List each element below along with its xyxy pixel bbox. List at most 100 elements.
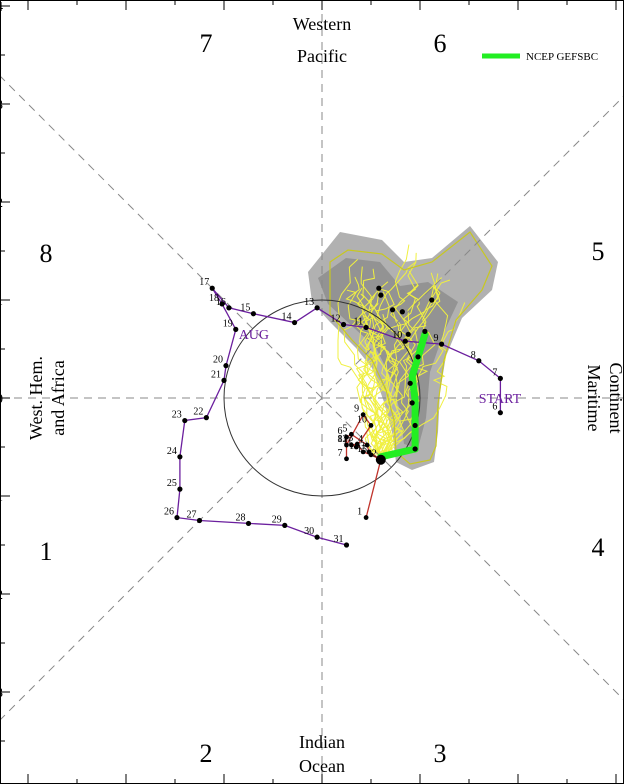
series-purple-point bbox=[291, 319, 298, 326]
forecast-point bbox=[405, 331, 411, 337]
series-purple-point bbox=[497, 375, 503, 381]
series-purple-point bbox=[340, 321, 347, 328]
ensemble-member bbox=[375, 284, 419, 455]
forecast-point bbox=[409, 400, 415, 406]
unit-circle bbox=[223, 299, 421, 497]
series-purple-point bbox=[245, 520, 252, 527]
region-bottom-line2: Ocean bbox=[299, 756, 345, 776]
series-red-point bbox=[354, 441, 360, 447]
ensemble-envelope bbox=[329, 231, 493, 465]
series-purple-point bbox=[203, 415, 209, 421]
forecast-point bbox=[415, 354, 421, 360]
ensemble-member bbox=[356, 288, 395, 459]
series-red-point bbox=[364, 442, 370, 448]
y-tick-label: 3 bbox=[0, 98, 3, 113]
series-red-line bbox=[345, 413, 382, 518]
y-tick-label: 2 bbox=[0, 588, 3, 603]
ensemble-member bbox=[345, 276, 390, 458]
y-tick-label: 4 bbox=[0, 0, 3, 15]
legend-label: NCEP GEFSBC bbox=[526, 51, 598, 63]
series-purple-point-label: 24 bbox=[167, 446, 177, 457]
series-red-point-label: 10 bbox=[357, 414, 367, 425]
series-purple-point-label: 26 bbox=[164, 507, 174, 518]
series-purple-point bbox=[233, 326, 239, 332]
series-red-point-label: 13 bbox=[343, 433, 353, 444]
series-purple-point-label: 27 bbox=[187, 510, 197, 521]
series-red-point bbox=[344, 442, 349, 448]
ensemble-member bbox=[360, 266, 400, 458]
series-purple-point-label: 6 bbox=[492, 402, 497, 413]
y-tick-label: 2 bbox=[0, 196, 3, 211]
series-purple-point-label: 8 bbox=[471, 350, 476, 361]
series-red-point bbox=[368, 452, 374, 458]
series-red-point-label: 11 bbox=[343, 436, 353, 447]
phase-label-1: 1 bbox=[40, 537, 53, 566]
series-purple-point bbox=[314, 534, 320, 540]
y-tick-label: 1 bbox=[0, 294, 3, 309]
series-purple-point bbox=[223, 363, 229, 369]
region-top-line2: Pacific bbox=[297, 46, 347, 66]
series-red-point-label: 7 bbox=[338, 448, 343, 459]
region-top-line1: Western bbox=[293, 14, 352, 34]
series-purple-point-label: 16 bbox=[216, 297, 226, 308]
phase-label-3: 3 bbox=[434, 739, 447, 768]
ensemble-member bbox=[337, 259, 380, 455]
series-red-point-label: 14 bbox=[349, 441, 359, 452]
series-purple-point bbox=[476, 358, 482, 364]
ensemble-member bbox=[380, 244, 411, 454]
phase-label-4: 4 bbox=[592, 533, 605, 562]
series-purple-point-label: 22 bbox=[193, 407, 203, 418]
series-purple-point-label: 28 bbox=[236, 512, 246, 523]
ensemble-member bbox=[381, 279, 451, 457]
series-purple-point-label: 9 bbox=[434, 333, 439, 344]
series-red-point-label: 6 bbox=[338, 426, 343, 437]
series-red-point-label: 4 bbox=[358, 434, 363, 445]
start-label: START bbox=[479, 392, 522, 407]
series-purple-point bbox=[209, 285, 215, 291]
forecast-point bbox=[399, 309, 405, 315]
diagonal-2 bbox=[0, 95, 624, 721]
series-red-point-label: 3 bbox=[360, 441, 365, 452]
series-purple-point bbox=[219, 301, 225, 307]
series-purple-point-label: 31 bbox=[334, 534, 344, 545]
series-red-point bbox=[349, 442, 354, 448]
region-right-line1: Maritime bbox=[584, 365, 604, 432]
series-purple-point-label: 15 bbox=[240, 303, 250, 314]
series-purple-point-label: 29 bbox=[272, 514, 282, 525]
ensemble-members bbox=[329, 231, 493, 465]
forecast-point bbox=[378, 292, 384, 298]
series-purple-line bbox=[176, 287, 502, 546]
series-purple-point-label: 13 bbox=[304, 297, 314, 308]
series-purple-point-label: 21 bbox=[211, 369, 221, 380]
series-purple-point-label: 10 bbox=[392, 330, 402, 341]
series-purple-point bbox=[226, 305, 232, 311]
series-purple-point-label: 19 bbox=[223, 318, 233, 329]
forecast-point bbox=[389, 307, 396, 313]
y-tick-label: 1 bbox=[0, 490, 3, 505]
phase-label-2: 2 bbox=[200, 739, 213, 768]
forecast-point bbox=[429, 297, 435, 303]
series-red-point bbox=[344, 434, 349, 440]
diagonal-1 bbox=[0, 75, 624, 701]
series-purple-point-label: 17 bbox=[199, 277, 209, 288]
series-purple-point bbox=[497, 410, 503, 416]
series-red-point bbox=[368, 423, 374, 428]
y-tick-label: 3 bbox=[0, 686, 3, 701]
series-purple-point-label: 20 bbox=[213, 355, 223, 366]
phase-label-8: 8 bbox=[40, 239, 53, 268]
forecast-point bbox=[422, 328, 428, 334]
series-purple-point-label: 7 bbox=[492, 367, 497, 378]
series-purple-point bbox=[250, 311, 256, 317]
ensemble-member bbox=[384, 272, 436, 458]
ensemble-member bbox=[346, 289, 382, 461]
series-purple-point bbox=[174, 514, 180, 521]
series-purple-point-label: 30 bbox=[304, 526, 314, 537]
forecast-point bbox=[376, 285, 382, 291]
phase-label-5: 5 bbox=[592, 237, 605, 266]
region-left-line2: and Africa bbox=[48, 360, 68, 435]
series-purple-point bbox=[438, 341, 445, 347]
forecast-point bbox=[412, 422, 418, 429]
